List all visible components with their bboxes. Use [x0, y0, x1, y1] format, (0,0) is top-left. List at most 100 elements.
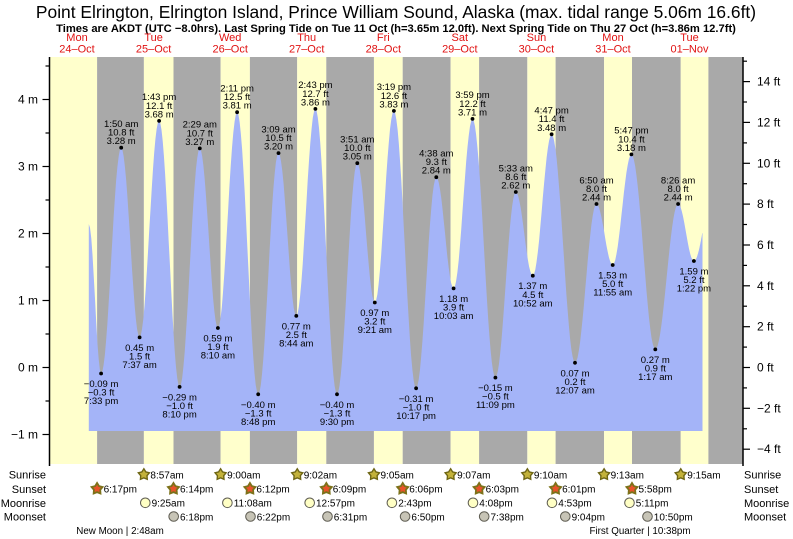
svg-text:Fri: Fri: [377, 32, 390, 44]
svg-text:25–Oct: 25–Oct: [136, 44, 171, 56]
svg-text:7:33 pm: 7:33 pm: [84, 396, 118, 407]
svg-text:4 ft: 4 ft: [757, 279, 774, 293]
svg-text:−0.5 ft: −0.5 ft: [482, 392, 509, 403]
svg-text:0 m: 0 m: [18, 361, 38, 375]
svg-text:Mon: Mon: [66, 32, 87, 44]
svg-text:0.59 m: 0.59 m: [203, 334, 232, 345]
svg-text:2 m: 2 m: [18, 227, 38, 241]
svg-text:3.27 m: 3.27 m: [185, 137, 214, 148]
svg-text:5.2 ft: 5.2 ft: [683, 275, 704, 286]
svg-text:−0.09 m: −0.09 m: [84, 379, 119, 390]
svg-text:−0.31 m: −0.31 m: [399, 394, 434, 405]
svg-text:0.77 m: 0.77 m: [282, 321, 311, 332]
svg-text:11.4 ft: 11.4 ft: [539, 114, 565, 125]
svg-text:New Moon | 2:48am: New Moon | 2:48am: [76, 526, 164, 537]
svg-text:Moonset: Moonset: [4, 512, 46, 524]
svg-text:−4 ft: −4 ft: [757, 442, 781, 456]
svg-text:1:22 pm: 1:22 pm: [677, 284, 711, 295]
svg-text:−0.29 m: −0.29 m: [162, 392, 197, 403]
svg-text:12 ft: 12 ft: [757, 115, 781, 129]
svg-text:3.18 m: 3.18 m: [617, 143, 646, 154]
svg-text:0 ft: 0 ft: [757, 361, 774, 375]
svg-text:3:51 am: 3:51 am: [340, 135, 374, 146]
svg-text:2:43 pm: 2:43 pm: [298, 80, 332, 91]
svg-text:28–Oct: 28–Oct: [366, 44, 401, 56]
svg-text:7:37 am: 7:37 am: [122, 360, 156, 371]
svg-text:6:14pm: 6:14pm: [180, 485, 213, 496]
svg-text:−2 ft: −2 ft: [757, 401, 781, 415]
svg-text:1.37 m: 1.37 m: [518, 281, 547, 292]
svg-text:1.53 m: 1.53 m: [598, 271, 627, 282]
svg-text:12:57pm: 12:57pm: [316, 499, 355, 510]
svg-text:10:50pm: 10:50pm: [654, 512, 693, 523]
svg-text:30–Oct: 30–Oct: [519, 44, 554, 56]
svg-text:9:07am: 9:07am: [457, 470, 490, 481]
svg-text:Sunset: Sunset: [744, 484, 778, 496]
svg-text:6:01pm: 6:01pm: [562, 485, 595, 496]
svg-text:−1.3 ft: −1.3 ft: [245, 408, 272, 419]
svg-text:1:17 am: 1:17 am: [638, 372, 672, 383]
svg-text:9:25am: 9:25am: [152, 499, 185, 510]
svg-text:1:50 am: 1:50 am: [104, 119, 138, 130]
svg-text:8:10 am: 8:10 am: [201, 351, 235, 362]
svg-text:0.27 m: 0.27 m: [641, 355, 670, 366]
svg-text:9:00am: 9:00am: [227, 470, 260, 481]
svg-text:12.1 ft: 12.1 ft: [146, 101, 173, 112]
svg-text:4:08pm: 4:08pm: [479, 499, 512, 510]
svg-text:Tue: Tue: [144, 32, 163, 44]
svg-text:Sun: Sun: [527, 32, 547, 44]
svg-text:1 m: 1 m: [18, 294, 38, 308]
svg-text:3.48 m: 3.48 m: [537, 123, 566, 134]
svg-text:−1.3 ft: −1.3 ft: [324, 408, 351, 419]
svg-text:8:57am: 8:57am: [150, 470, 183, 481]
svg-text:8.0 ft: 8.0 ft: [668, 184, 689, 195]
svg-text:3.68 m: 3.68 m: [145, 109, 174, 120]
svg-text:3.28 m: 3.28 m: [107, 136, 136, 147]
svg-text:1.5 ft: 1.5 ft: [129, 352, 150, 363]
svg-text:−0.40 m: −0.40 m: [241, 400, 276, 411]
svg-text:11:08am: 11:08am: [234, 499, 272, 510]
svg-text:2 ft: 2 ft: [757, 320, 774, 334]
svg-text:3.9 ft: 3.9 ft: [443, 303, 464, 314]
svg-text:3:59 pm: 3:59 pm: [455, 90, 489, 101]
svg-text:2:11 pm: 2:11 pm: [220, 84, 254, 95]
svg-text:10.0 ft: 10.0 ft: [344, 143, 371, 154]
svg-text:3.81 m: 3.81 m: [223, 101, 252, 112]
svg-text:1.18 m: 1.18 m: [439, 294, 468, 305]
svg-text:01–Nov: 01–Nov: [671, 44, 709, 56]
svg-text:−1.0 ft: −1.0 ft: [403, 402, 430, 413]
svg-text:9:21 am: 9:21 am: [358, 325, 392, 336]
svg-text:14 ft: 14 ft: [757, 75, 781, 89]
svg-text:Sunrise: Sunrise: [9, 470, 46, 482]
svg-text:8:26 am: 8:26 am: [661, 175, 695, 186]
svg-text:12:07 am: 12:07 am: [555, 386, 595, 397]
svg-text:4:53pm: 4:53pm: [558, 499, 591, 510]
svg-text:31–Oct: 31–Oct: [595, 44, 630, 56]
svg-text:Point Elrington, Elrington Isl: Point Elrington, Elrington Island, Princ…: [36, 2, 756, 22]
svg-text:2.44 m: 2.44 m: [664, 193, 693, 204]
svg-text:6:17pm: 6:17pm: [104, 485, 137, 496]
svg-text:9:10am: 9:10am: [534, 470, 567, 481]
svg-text:−1.0 ft: −1.0 ft: [166, 401, 193, 412]
svg-text:10 ft: 10 ft: [757, 156, 781, 170]
svg-text:6 ft: 6 ft: [757, 238, 774, 252]
svg-text:2.62 m: 2.62 m: [501, 181, 530, 192]
svg-text:2:29 am: 2:29 am: [183, 120, 217, 131]
svg-text:1.9 ft: 1.9 ft: [207, 342, 228, 353]
svg-text:9:02am: 9:02am: [304, 470, 337, 481]
svg-text:10.8 ft: 10.8 ft: [108, 128, 135, 139]
svg-text:0.9 ft: 0.9 ft: [645, 364, 666, 375]
svg-text:3 m: 3 m: [18, 160, 38, 174]
svg-text:3.20 m: 3.20 m: [264, 142, 293, 153]
svg-text:6:12pm: 6:12pm: [256, 485, 289, 496]
svg-text:1:43 pm: 1:43 pm: [142, 92, 176, 103]
svg-text:Thu: Thu: [297, 32, 316, 44]
svg-text:10.5 ft: 10.5 ft: [265, 133, 292, 144]
svg-text:8:44 am: 8:44 am: [279, 339, 313, 350]
svg-text:5:33 am: 5:33 am: [499, 163, 533, 174]
svg-text:Moonset: Moonset: [744, 512, 786, 524]
svg-text:5:11pm: 5:11pm: [636, 499, 669, 510]
svg-text:Times are AKDT (UTC −8.0hrs).: Times are AKDT (UTC −8.0hrs). Last Sprin…: [56, 23, 736, 35]
svg-text:2.44 m: 2.44 m: [582, 193, 611, 204]
svg-text:27–Oct: 27–Oct: [289, 44, 324, 56]
